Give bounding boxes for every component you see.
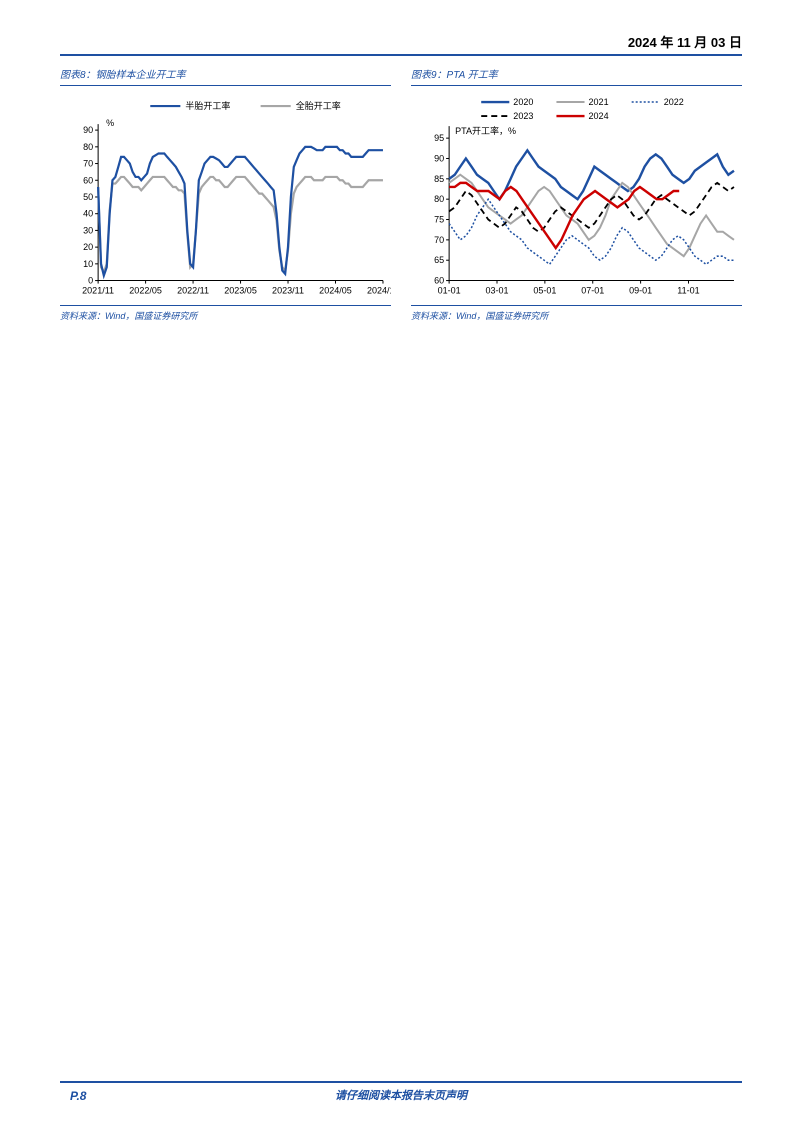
chart-left-title: 图表8：钢胎样本企业开工率	[60, 66, 391, 81]
svg-text:20: 20	[83, 242, 93, 252]
svg-text:2023/05: 2023/05	[224, 286, 257, 296]
svg-text:全胎开工率: 全胎开工率	[296, 100, 341, 111]
svg-text:2023/11: 2023/11	[272, 286, 304, 296]
svg-text:2023: 2023	[513, 111, 533, 121]
chart-left-svg: 半胎开工率 全胎开工率 0 10 20 30 40 50 60 70 80 90% 2021/11 202…	[60, 92, 391, 303]
svg-text:2022/05: 2022/05	[129, 286, 162, 296]
svg-text:05-01: 05-01	[533, 286, 556, 296]
svg-text:2021/11: 2021/11	[82, 286, 114, 296]
svg-text:85: 85	[434, 174, 444, 184]
svg-text:01-01: 01-01	[438, 286, 461, 296]
chart-left-source-line	[60, 305, 391, 306]
chart-right-block: 图表9：PTA 开工率 2020 2021 2022 2023 2024 60 65 70 75…	[411, 66, 742, 322]
svg-text:2024: 2024	[589, 111, 609, 121]
svg-text:%: %	[106, 118, 114, 128]
chart-right-title: 图表9：PTA 开工率	[411, 66, 742, 81]
svg-text:80: 80	[83, 142, 93, 152]
svg-text:0: 0	[88, 276, 93, 286]
svg-text:70: 70	[83, 159, 93, 169]
svg-text:半胎开工率: 半胎开工率	[185, 100, 230, 111]
svg-text:11-01: 11-01	[677, 286, 699, 296]
header-divider	[60, 54, 742, 56]
svg-text:30: 30	[83, 225, 93, 235]
chart-right-svg: 2020 2021 2022 2023 2024 60 65 70 75 80 85 90 95 PTA开…	[411, 92, 742, 303]
chart-left-source: 资料来源：Wind，国盛证券研究所	[60, 309, 391, 322]
svg-text:95: 95	[434, 133, 444, 143]
svg-text:65: 65	[434, 255, 444, 265]
svg-text:PTA开工率，%: PTA开工率，%	[455, 125, 516, 136]
chart-right-source: 资料来源：Wind，国盛证券研究所	[411, 309, 742, 322]
svg-text:80: 80	[434, 194, 444, 204]
svg-text:70: 70	[434, 235, 444, 245]
chart-right-title-line	[411, 85, 742, 86]
footer-divider	[60, 1081, 742, 1083]
svg-text:2022/11: 2022/11	[177, 286, 209, 296]
svg-text:90: 90	[434, 153, 444, 163]
chart-left-title-line	[60, 85, 391, 86]
svg-text:2024/11: 2024/11	[367, 286, 391, 296]
chart-left-block: 图表8：钢胎样本企业开工率 半胎开工率 全胎开工率 0 10 20 30 40 50 60 70 8…	[60, 66, 391, 322]
svg-text:03-01: 03-01	[485, 286, 508, 296]
svg-text:2020: 2020	[513, 97, 533, 107]
svg-text:90: 90	[83, 125, 93, 135]
charts-container: 图表8：钢胎样本企业开工率 半胎开工率 全胎开工率 0 10 20 30 40 50 60 70 8…	[60, 66, 742, 322]
svg-text:2022: 2022	[664, 97, 684, 107]
svg-text:10: 10	[83, 259, 93, 269]
svg-text:2021: 2021	[589, 97, 609, 107]
svg-text:09-01: 09-01	[629, 286, 652, 296]
svg-text:60: 60	[434, 276, 444, 286]
svg-text:75: 75	[434, 215, 444, 225]
svg-text:2024/05: 2024/05	[319, 286, 352, 296]
chart-right-source-line	[411, 305, 742, 306]
footer-disclaimer: 请仔细阅读本报告末页声明	[0, 1087, 802, 1103]
svg-text:50: 50	[83, 192, 93, 202]
svg-text:60: 60	[83, 175, 93, 185]
svg-text:07-01: 07-01	[581, 286, 604, 296]
svg-text:40: 40	[83, 209, 93, 219]
header-date: 2024 年 11 月 03 日	[628, 32, 742, 51]
